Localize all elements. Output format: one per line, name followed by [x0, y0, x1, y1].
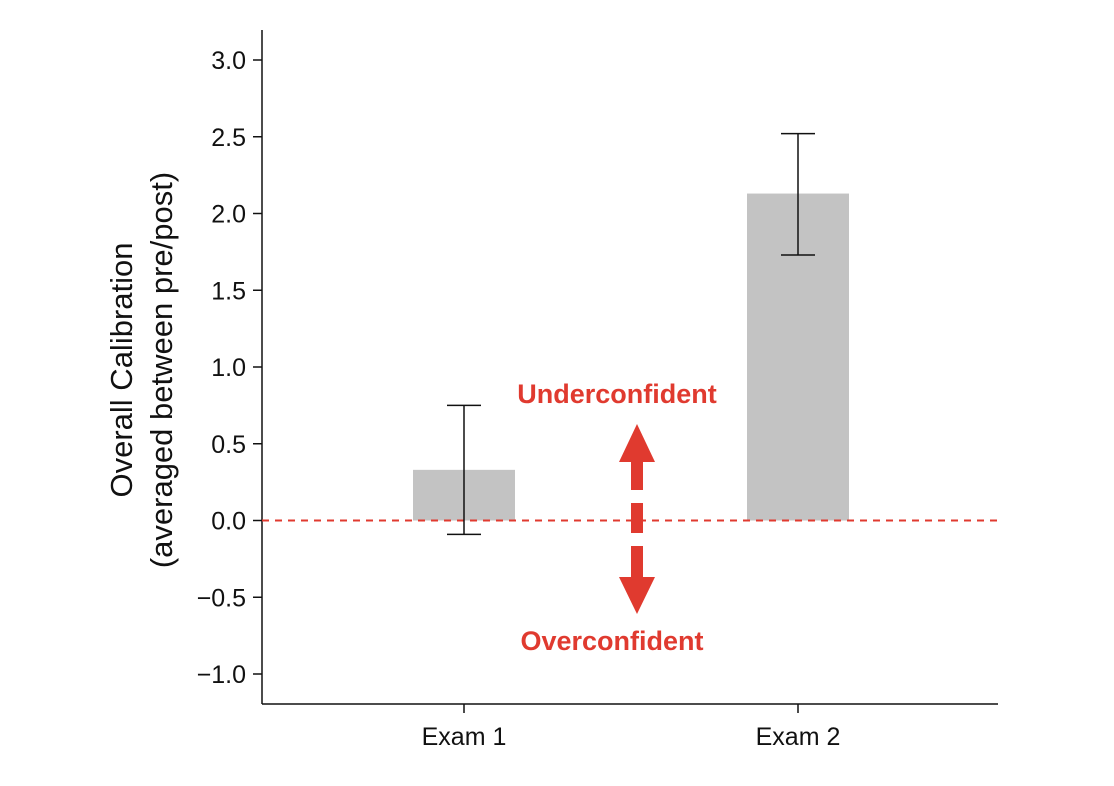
arrow-dash	[631, 503, 643, 533]
axes: 3.0 2.5 2.0 1.5 1.0 0.5 0.0 −0.5 −1.0 Exam 1 Exam …	[197, 30, 998, 751]
confidence-arrow-icon	[619, 424, 655, 614]
y-axis-title-line-1: Overall Calibration	[104, 243, 139, 498]
y-tick-label: 1.0	[211, 354, 246, 382]
y-axis-title: Overall Calibration (averaged between pr…	[104, 172, 179, 568]
x-tick-label: Exam 1	[422, 723, 507, 751]
y-tick-label: 2.5	[211, 124, 246, 152]
y-tick-label: 2.0	[211, 201, 246, 229]
arrow-head-up	[619, 424, 655, 462]
x-tick-label: Exam 2	[756, 723, 841, 751]
arrow-dash	[631, 462, 643, 490]
y-tick-label: −0.5	[197, 584, 246, 612]
y-tick-label: −1.0	[197, 661, 246, 689]
underconfident-label: Underconfident	[517, 379, 717, 409]
overconfident-label: Overconfident	[520, 626, 703, 656]
arrow-dash	[631, 546, 643, 577]
y-axis-title-line-2: (averaged between pre/post)	[144, 172, 179, 568]
error-bars	[447, 132, 815, 536]
y-tick-label: 1.5	[211, 277, 246, 305]
arrow-head-down	[619, 577, 655, 614]
y-tick-label: 0.0	[211, 508, 246, 536]
y-tick-label: 3.0	[211, 47, 246, 75]
annotations: Underconfident Overconfident	[517, 379, 717, 656]
y-tick-label: 0.5	[211, 431, 246, 459]
